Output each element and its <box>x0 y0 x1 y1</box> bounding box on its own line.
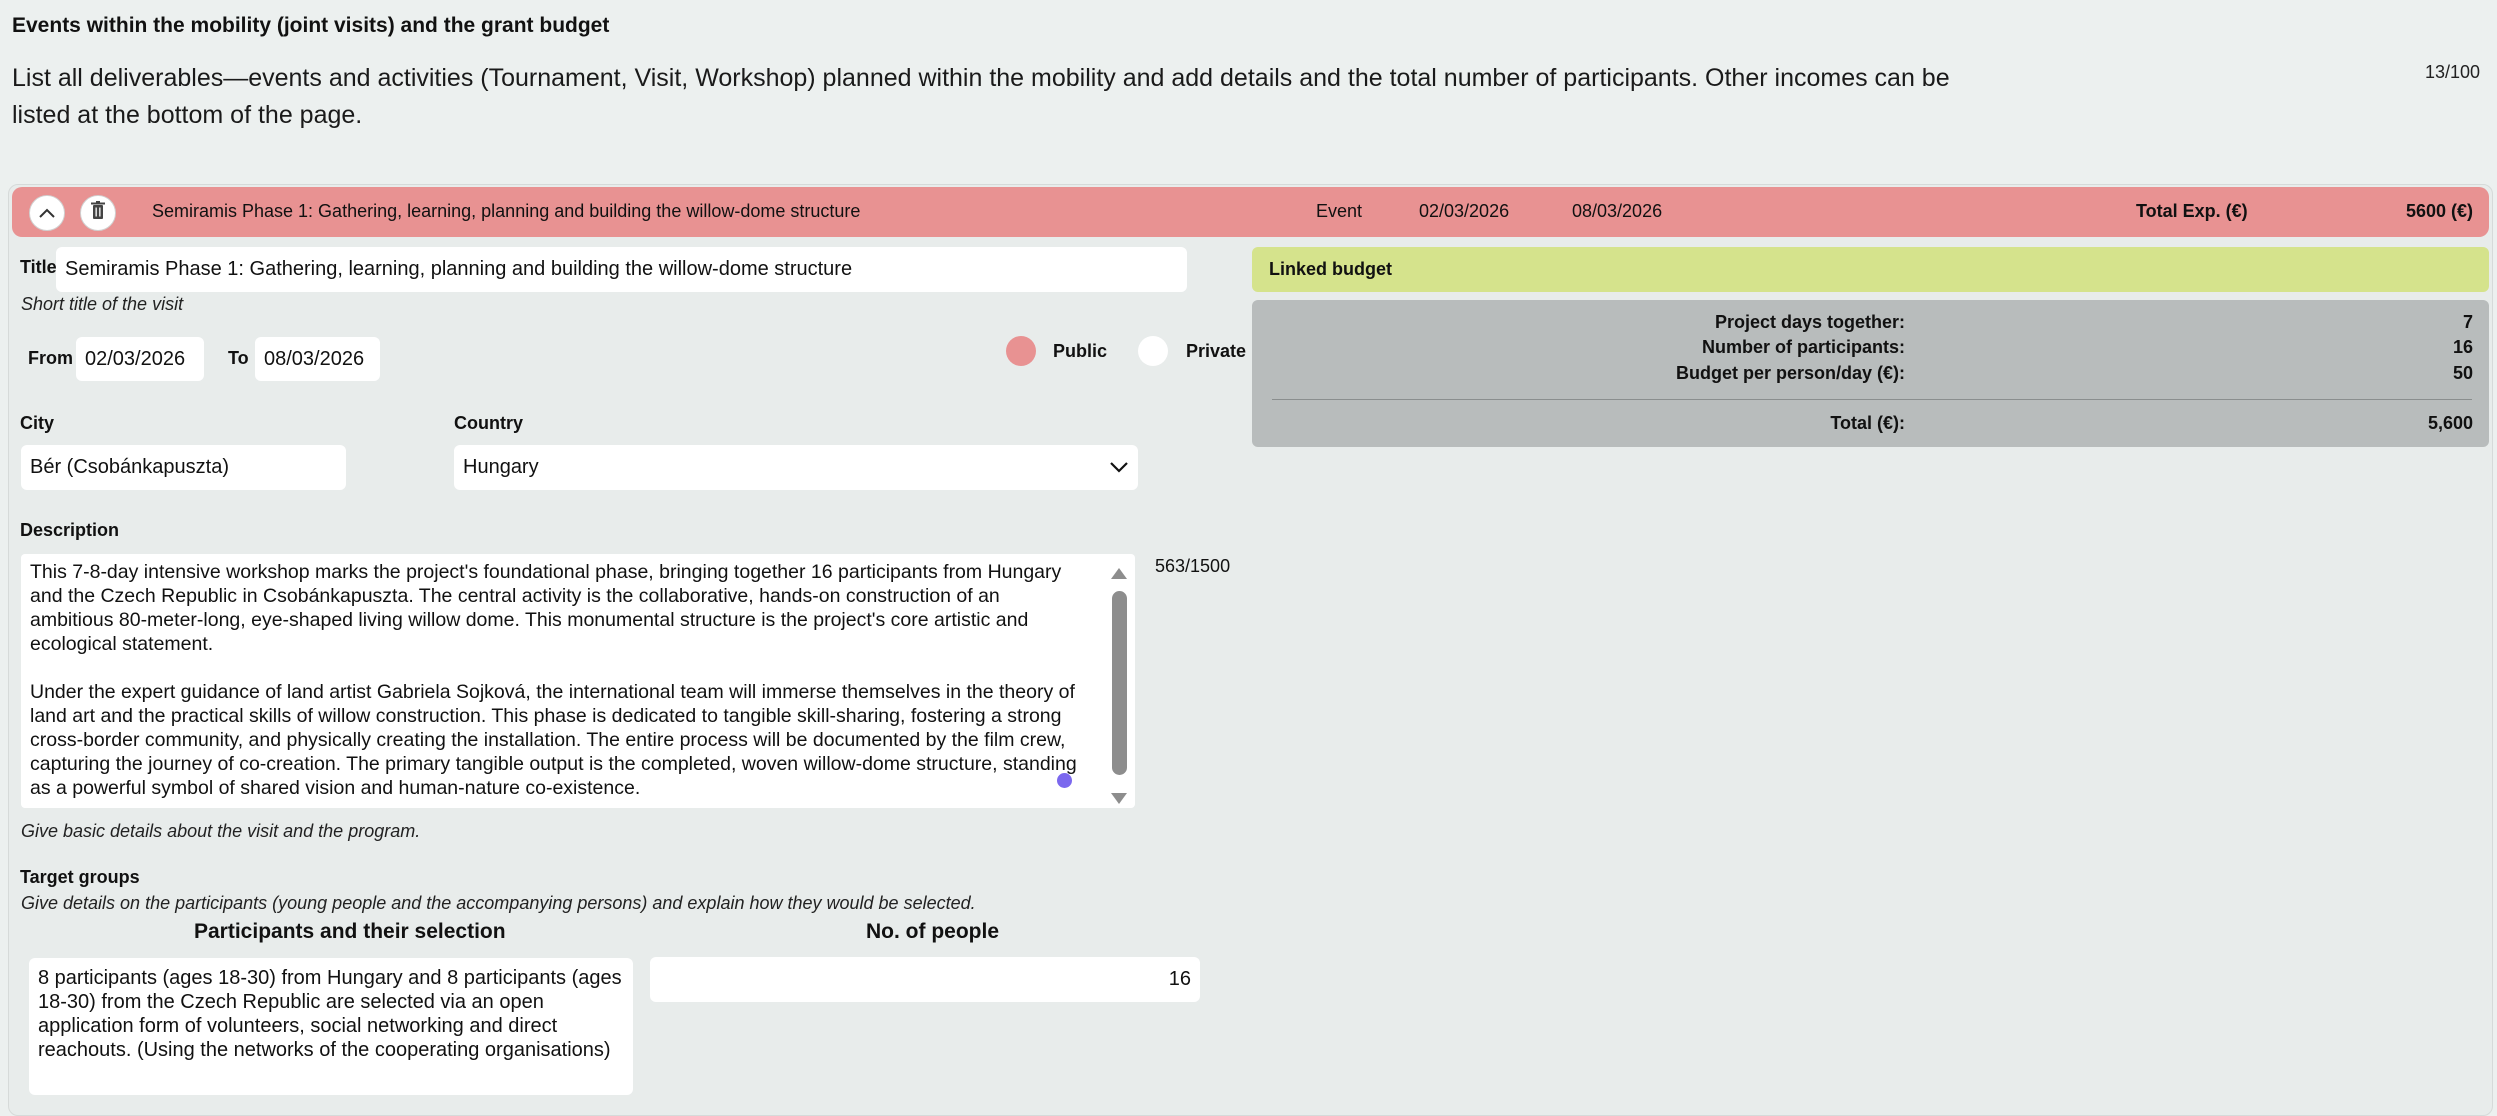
project-days-value: 7 <box>2462 312 2473 332</box>
scrollbar-thumb[interactable] <box>1112 591 1127 775</box>
header-title: Semiramis Phase 1: Gathering, learning, … <box>152 201 861 221</box>
scroll-down-arrow-icon[interactable] <box>1110 788 1128 808</box>
title-input[interactable]: Semiramis Phase 1: Gathering, learning, … <box>56 247 1187 292</box>
participants-count-value: 16 <box>2452 337 2473 357</box>
title-label: Title <box>20 257 57 277</box>
scroll-up-arrow-icon[interactable] <box>1110 562 1128 586</box>
header-to-date: 08/03/2026 <box>1572 201 1663 221</box>
linked-budget-heading: Linked budget <box>1252 247 2489 292</box>
description-textarea[interactable]: This 7-8-day intensive workshop marks th… <box>21 554 1135 808</box>
description-paragraph-2: Under the expert guidance of land artist… <box>30 681 1077 799</box>
from-date-input[interactable]: 02/03/2026 <box>76 337 204 381</box>
people-count-input[interactable]: 16 <box>650 957 1200 1002</box>
header-type: Event <box>1316 201 1363 221</box>
section-title: Events within the mobility (joint visits… <box>12 14 610 37</box>
header-total-label: Total Exp. (€) <box>2136 201 2248 221</box>
budget-row-days: Project days together: 7 <box>1252 312 2489 336</box>
budget-per-day-value: 50 <box>2452 363 2473 383</box>
budget-row-total: Total (€): 5,600 <box>1252 413 2489 437</box>
description-scrollbar[interactable] <box>1107 558 1131 804</box>
trash-icon <box>90 200 106 226</box>
event-header-bar[interactable]: Semiramis Phase 1: Gathering, learning, … <box>12 187 2489 237</box>
country-select-value: Hungary <box>463 456 539 478</box>
description-counter: 563/1500 <box>1155 556 1231 576</box>
header-total-value: 5600 (€) <box>2405 201 2473 221</box>
target-groups-label: Target groups <box>20 867 140 887</box>
country-select[interactable]: Hungary <box>454 445 1138 490</box>
from-label: From <box>28 348 73 368</box>
people-column-header: No. of people <box>866 920 999 943</box>
city-label: City <box>20 413 55 433</box>
public-label: Public <box>1053 341 1108 361</box>
linked-budget-box: Project days together: 7 Number of parti… <box>1252 300 2489 447</box>
collapse-button[interactable] <box>29 195 65 231</box>
private-radio[interactable] <box>1138 336 1168 366</box>
event-counter: 13/100 <box>2425 62 2481 82</box>
title-hint: Short title of the visit <box>21 294 184 314</box>
country-label: Country <box>454 413 523 433</box>
delete-button[interactable] <box>80 195 116 231</box>
budget-per-day-label: Budget per person/day (€): <box>1675 363 1905 383</box>
intro-text: List all deliverables—events and activit… <box>12 64 1950 129</box>
description-label: Description <box>20 520 120 540</box>
budget-total-label: Total (€): <box>1830 413 1905 433</box>
to-date-input[interactable]: 08/03/2026 <box>255 337 380 381</box>
project-days-label: Project days together: <box>1714 312 1905 332</box>
budget-divider <box>1272 399 2472 400</box>
chevron-up-icon <box>38 203 56 224</box>
description-paragraph-1: This 7-8-day intensive workshop marks th… <box>30 561 1062 655</box>
private-label: Private <box>1186 341 1247 361</box>
budget-row-participants: Number of participants: 16 <box>1252 337 2489 361</box>
participants-selection-textarea[interactable]: 8 participants (ages 18-30) from Hungary… <box>29 958 633 1095</box>
participants-column-header: Participants and their selection <box>194 920 506 943</box>
to-label: To <box>228 348 249 368</box>
description-hint: Give basic details about the visit and t… <box>21 821 421 841</box>
budget-row-per-day: Budget per person/day (€): 50 <box>1252 363 2489 387</box>
participants-count-label: Number of participants: <box>1701 337 1905 357</box>
cursor-dot-icon <box>1057 773 1072 788</box>
public-radio[interactable] <box>1006 336 1036 366</box>
header-from-date: 02/03/2026 <box>1419 201 1510 221</box>
chevron-down-icon <box>1109 456 1129 479</box>
budget-total-value: 5,600 <box>2427 413 2473 433</box>
city-input[interactable]: Bér (Csobánkapuszta) <box>21 445 346 490</box>
target-groups-hint: Give details on the participants (young … <box>21 893 976 913</box>
